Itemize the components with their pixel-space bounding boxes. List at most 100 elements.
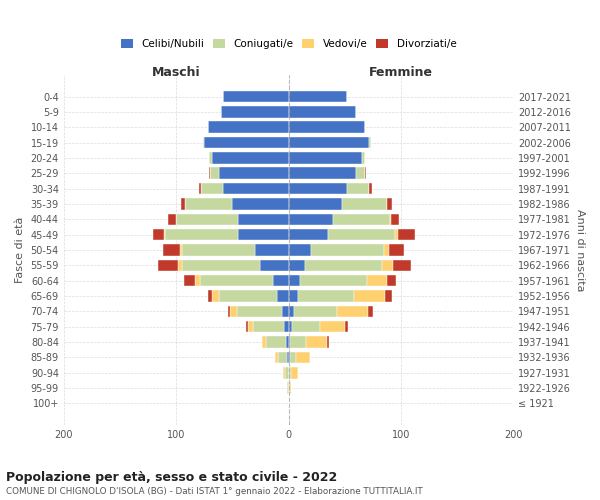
Bar: [289, 290, 298, 302]
Bar: [389, 244, 404, 256]
Bar: [273, 275, 289, 286]
Bar: [289, 183, 347, 194]
Bar: [290, 336, 307, 348]
Bar: [284, 321, 289, 332]
Bar: [328, 229, 395, 240]
Bar: [367, 275, 388, 286]
Bar: [289, 244, 311, 256]
Bar: [289, 106, 356, 118]
Bar: [182, 260, 260, 271]
Text: Popolazione per età, sesso e stato civile - 2022: Popolazione per età, sesso e stato civil…: [6, 471, 337, 484]
Bar: [181, 198, 185, 209]
Bar: [289, 382, 291, 394]
Bar: [278, 352, 287, 363]
Bar: [204, 137, 289, 148]
Bar: [223, 183, 289, 194]
Bar: [266, 336, 286, 348]
Bar: [168, 214, 176, 225]
Bar: [182, 244, 255, 256]
Bar: [210, 168, 219, 179]
Bar: [368, 306, 373, 317]
Bar: [334, 214, 389, 225]
Bar: [248, 321, 253, 332]
Bar: [370, 183, 371, 194]
Bar: [347, 183, 370, 194]
Y-axis label: Anni di nascita: Anni di nascita: [575, 208, 585, 291]
Bar: [289, 168, 356, 179]
Bar: [356, 168, 365, 179]
Bar: [289, 214, 334, 225]
Bar: [388, 198, 392, 209]
Bar: [382, 260, 393, 271]
Bar: [291, 367, 298, 378]
Bar: [230, 306, 237, 317]
Bar: [289, 137, 370, 148]
Bar: [395, 229, 398, 240]
Bar: [296, 352, 310, 363]
Bar: [285, 367, 289, 378]
Bar: [289, 198, 343, 209]
Bar: [370, 137, 371, 148]
Bar: [277, 290, 289, 302]
Bar: [262, 336, 266, 348]
Bar: [164, 229, 165, 240]
Bar: [158, 260, 178, 271]
Bar: [260, 260, 289, 271]
Bar: [289, 275, 300, 286]
Bar: [165, 229, 238, 240]
Bar: [365, 168, 366, 179]
Bar: [385, 290, 392, 302]
Bar: [393, 260, 411, 271]
Bar: [289, 336, 290, 348]
Bar: [362, 152, 365, 164]
Bar: [176, 214, 238, 225]
Bar: [208, 122, 289, 133]
Bar: [219, 290, 277, 302]
Bar: [152, 229, 164, 240]
Bar: [289, 352, 290, 363]
Bar: [232, 198, 289, 209]
Bar: [289, 122, 365, 133]
Text: COMUNE DI CHIGNOLO D'ISOLA (BG) - Dati ISTAT 1° gennaio 2022 - Elaborazione TUTT: COMUNE DI CHIGNOLO D'ISOLA (BG) - Dati I…: [6, 488, 423, 496]
Text: Femmine: Femmine: [369, 66, 433, 79]
Legend: Celibi/Nubili, Coniugati/e, Vedovi/e, Divorziati/e: Celibi/Nubili, Coniugati/e, Vedovi/e, Di…: [116, 34, 461, 53]
Bar: [212, 290, 219, 302]
Bar: [286, 336, 289, 348]
Bar: [212, 152, 289, 164]
Text: Maschi: Maschi: [152, 66, 200, 79]
Bar: [179, 244, 182, 256]
Bar: [287, 382, 289, 394]
Bar: [343, 198, 388, 209]
Bar: [353, 290, 385, 302]
Bar: [283, 367, 285, 378]
Bar: [287, 352, 289, 363]
Bar: [289, 260, 305, 271]
Bar: [398, 229, 415, 240]
Bar: [289, 229, 328, 240]
Bar: [209, 168, 210, 179]
Bar: [289, 321, 292, 332]
Bar: [209, 152, 212, 164]
Bar: [223, 91, 289, 102]
Bar: [195, 275, 200, 286]
Bar: [298, 290, 353, 302]
Bar: [292, 321, 320, 332]
Bar: [238, 214, 289, 225]
Bar: [237, 306, 282, 317]
Bar: [228, 306, 230, 317]
Bar: [300, 275, 367, 286]
Y-axis label: Fasce di età: Fasce di età: [15, 217, 25, 283]
Bar: [384, 244, 389, 256]
Bar: [307, 336, 327, 348]
Bar: [289, 91, 347, 102]
Bar: [201, 183, 223, 194]
Bar: [199, 183, 201, 194]
Bar: [246, 321, 248, 332]
Bar: [289, 306, 294, 317]
Bar: [282, 306, 289, 317]
Bar: [320, 321, 345, 332]
Bar: [184, 275, 195, 286]
Bar: [178, 260, 182, 271]
Bar: [255, 244, 289, 256]
Bar: [200, 275, 273, 286]
